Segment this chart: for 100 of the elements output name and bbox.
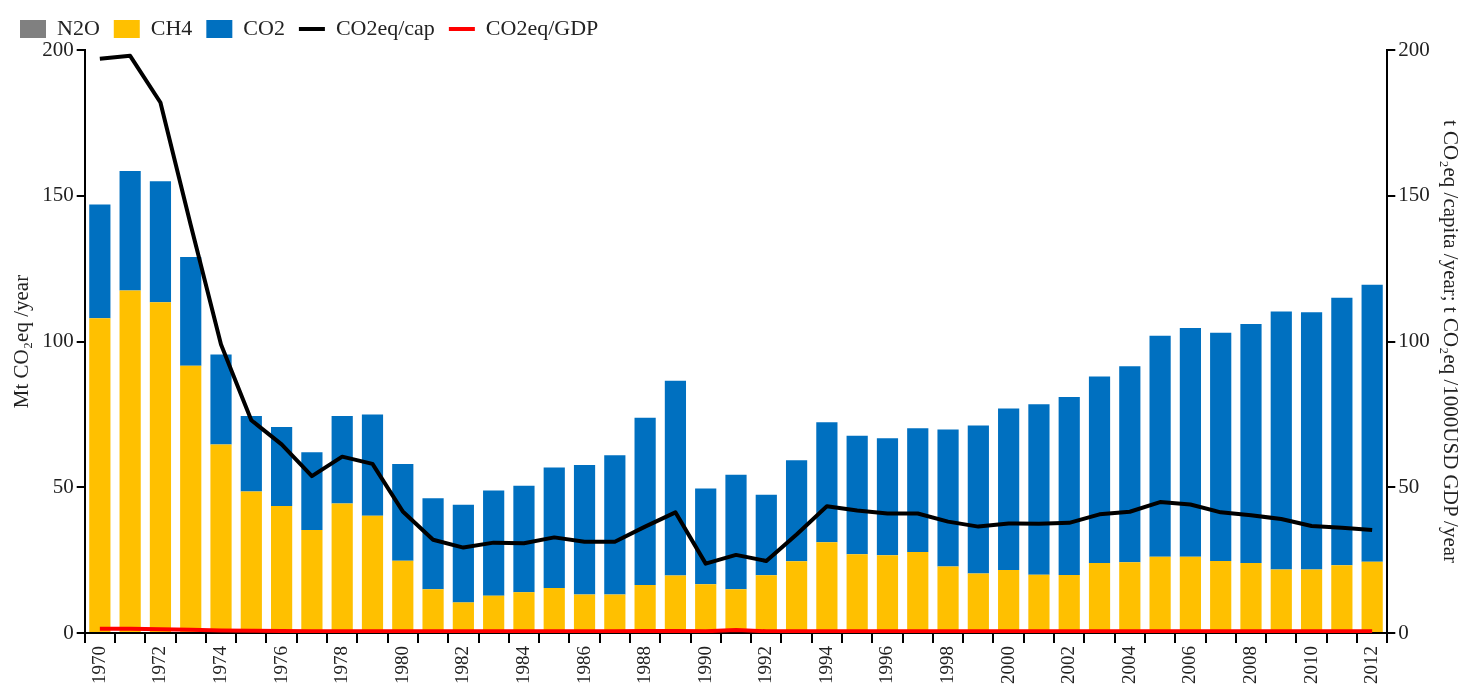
bar <box>1179 328 1201 557</box>
bar <box>240 491 262 632</box>
x-tick-label: 1992 <box>754 646 776 684</box>
bar <box>998 570 1020 632</box>
bar <box>1119 562 1141 632</box>
bar <box>543 588 565 632</box>
x-tick-label: 1980 <box>390 646 412 684</box>
x-tick-label: 2006 <box>1178 646 1200 684</box>
bar <box>422 498 444 590</box>
bar <box>1300 312 1323 570</box>
y2-tick-label: 200 <box>1398 36 1430 61</box>
bar <box>543 467 565 589</box>
y-tick-label: 0 <box>63 619 74 644</box>
bar <box>452 504 474 603</box>
bar <box>1361 561 1383 632</box>
bar <box>271 426 293 506</box>
x-tick-label: 2002 <box>1057 646 1079 684</box>
bar <box>1361 284 1383 562</box>
x-tick-label: 1998 <box>936 646 958 684</box>
bar <box>695 488 717 585</box>
bar <box>483 595 505 632</box>
bar <box>180 256 202 366</box>
bar <box>725 474 747 590</box>
y-axis-title: Mt CO₂eq /year <box>9 274 34 409</box>
bar <box>1119 366 1141 563</box>
bar <box>301 452 323 531</box>
x-tick-label: 1984 <box>511 645 533 684</box>
bar <box>1331 297 1353 566</box>
bar <box>331 503 353 632</box>
bar <box>361 515 384 632</box>
x-tick-label: 1986 <box>572 646 594 684</box>
bar <box>1300 569 1323 632</box>
bar <box>634 417 656 585</box>
bar <box>937 566 959 632</box>
y-tick-label: 150 <box>42 182 74 207</box>
bar <box>846 435 868 555</box>
x-tick-label: 2010 <box>1299 646 1321 684</box>
y2-tick-label: 150 <box>1398 182 1430 207</box>
bar <box>876 555 899 632</box>
bar <box>1210 332 1232 561</box>
bar <box>1331 565 1353 632</box>
bar <box>119 290 141 632</box>
y-tick-label: 50 <box>52 473 74 498</box>
x-tick-label: 2000 <box>996 646 1018 684</box>
x-tick-label: 1976 <box>269 646 291 684</box>
x-tick-label: 1996 <box>875 646 897 684</box>
bar <box>1240 324 1262 564</box>
bar <box>361 414 384 516</box>
bar <box>755 575 777 632</box>
x-tick-label: 1982 <box>451 646 473 684</box>
bar <box>1149 335 1171 557</box>
bar <box>483 490 505 596</box>
x-tick-label: 1978 <box>330 646 352 684</box>
bar <box>1058 574 1080 632</box>
bar <box>573 465 596 595</box>
bar <box>573 594 596 632</box>
bar <box>998 408 1020 571</box>
bar <box>755 494 777 576</box>
bar <box>271 505 293 632</box>
bar <box>967 425 989 574</box>
bar <box>89 204 111 319</box>
bar <box>1088 376 1111 564</box>
bar <box>392 463 414 561</box>
bar <box>331 416 353 504</box>
bar <box>89 318 111 632</box>
legend-label: CH4 <box>150 14 193 40</box>
bar <box>1210 561 1232 632</box>
bar <box>695 584 717 632</box>
x-tick-label: 2008 <box>1238 646 1260 684</box>
legend-label: CO2 <box>243 14 285 40</box>
y2-tick-label: 0 <box>1398 619 1409 644</box>
x-tick-label: 2012 <box>1360 646 1382 684</box>
bar <box>301 530 323 632</box>
bar <box>907 551 929 632</box>
x-tick-label: 2004 <box>1117 645 1139 684</box>
bar <box>1058 396 1080 575</box>
bar <box>422 589 444 632</box>
bar <box>604 455 626 595</box>
bar <box>907 428 929 552</box>
bar <box>1179 556 1201 632</box>
bar <box>210 354 232 445</box>
bar <box>513 592 535 632</box>
bar <box>816 542 838 632</box>
x-tick-label: 1994 <box>814 645 836 684</box>
y-tick-label: 100 <box>42 328 74 353</box>
bar <box>240 416 262 492</box>
y2-tick-label: 50 <box>1398 473 1420 498</box>
bar <box>1028 574 1050 632</box>
x-tick-label: 1970 <box>87 646 109 684</box>
bar <box>846 554 868 632</box>
bar <box>1088 563 1111 632</box>
bar <box>785 460 808 562</box>
x-tick-label: 1988 <box>633 646 655 684</box>
bar <box>452 602 474 632</box>
x-tick-label: 1972 <box>148 646 170 684</box>
bar <box>664 380 687 576</box>
bar <box>604 594 626 632</box>
x-tick-label: 1974 <box>209 645 230 684</box>
bar <box>967 573 989 632</box>
bar <box>785 561 808 632</box>
